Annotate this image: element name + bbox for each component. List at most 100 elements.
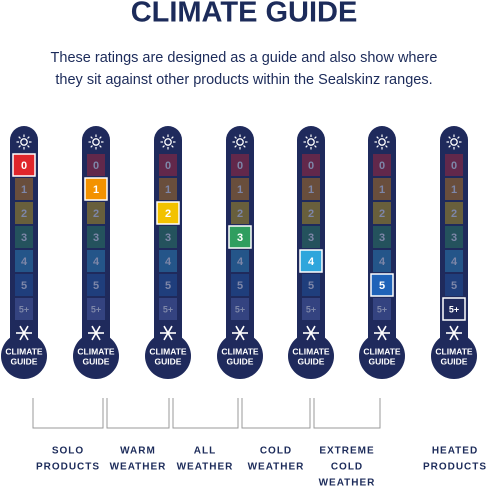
rating-cell-active (84, 177, 108, 201)
bulb (288, 333, 334, 379)
sun-ray (243, 145, 246, 148)
sun-ray (171, 136, 174, 139)
sun-ray (314, 145, 317, 148)
rating-cell (445, 154, 463, 176)
bulb-label: CLIMATE (77, 346, 114, 356)
sun-ray (457, 136, 460, 139)
rating-label: 4 (93, 256, 100, 268)
rating-label: 4 (308, 256, 315, 268)
rating-cell (15, 274, 33, 296)
rating-label: 5 (21, 280, 27, 292)
snowflake (163, 325, 173, 341)
sun-ray (27, 136, 30, 139)
rating-cell (445, 226, 463, 248)
rating-label: 5+ (306, 304, 316, 314)
rating-label: 0 (165, 160, 171, 172)
bulb-label: CLIMATE (221, 346, 258, 356)
sun-ray (234, 145, 237, 148)
bulb (359, 333, 405, 379)
rating-label: 2 (165, 208, 171, 220)
bulb-label: GUIDE (441, 356, 468, 366)
snowflake (449, 325, 459, 341)
tube (297, 126, 325, 340)
rating-cell (373, 250, 391, 272)
rating-label: 2 (21, 208, 27, 220)
bulb-label: GUIDE (227, 356, 254, 366)
sun-ray (457, 145, 460, 148)
rating-label: 0 (237, 160, 243, 172)
rating-cell (159, 298, 177, 320)
sun-ray (99, 145, 102, 148)
category-label: HEATED (432, 446, 478, 457)
tube (154, 126, 182, 340)
bulb-label: CLIMATE (363, 346, 400, 356)
rating-cell (159, 250, 177, 272)
rating-cell (445, 178, 463, 200)
category-label: SOLO (52, 446, 84, 457)
rating-label: 1 (93, 184, 99, 196)
sun-ray (90, 136, 93, 139)
rating-cell (231, 154, 249, 176)
rating-cell (302, 202, 320, 224)
sun-icon (20, 138, 28, 146)
snowflake (377, 325, 387, 341)
rating-cell (373, 154, 391, 176)
subtitle: they sit against other products within t… (55, 72, 432, 88)
sun-ray (162, 136, 165, 139)
rating-label: 1 (21, 184, 27, 196)
sun-ray (90, 145, 93, 148)
sun-icon (164, 138, 172, 146)
bulb (1, 333, 47, 379)
rating-cell (87, 154, 105, 176)
rating-cell (15, 226, 33, 248)
sun-icon (378, 138, 386, 146)
rating-label: 1 (451, 184, 457, 196)
rating-cell (231, 250, 249, 272)
rating-cell (373, 298, 391, 320)
rating-label: 2 (237, 208, 243, 220)
rating-label: 5+ (163, 304, 173, 314)
category-label: WEATHER (110, 462, 167, 473)
sun-ray (376, 136, 379, 139)
rating-label: 3 (93, 232, 99, 244)
rating-label: 1 (165, 184, 171, 196)
category-label: WEATHER (177, 462, 234, 473)
rating-cell (373, 202, 391, 224)
rating-cell (15, 178, 33, 200)
sun-ray (27, 145, 30, 148)
category-label: COLD (331, 462, 363, 473)
rating-label: 1 (379, 184, 385, 196)
category-label: ALL (194, 446, 216, 457)
rating-label: 0 (93, 160, 99, 172)
bulb (73, 333, 119, 379)
bulb-label: GUIDE (11, 356, 38, 366)
sun-icon (307, 138, 315, 146)
bulb-label: CLIMATE (149, 346, 186, 356)
rating-cell (87, 202, 105, 224)
category-label: PRODUCTS (36, 462, 100, 473)
rating-label: 0 (379, 160, 385, 172)
category-label: COLD (260, 446, 292, 457)
bulb-label: GUIDE (298, 356, 325, 366)
rating-cell (302, 274, 320, 296)
rating-cell (373, 226, 391, 248)
rating-cell (15, 202, 33, 224)
category-label: EXTREME (319, 446, 374, 457)
category-label: WEATHER (319, 478, 376, 487)
sun-ray (314, 136, 317, 139)
sun-ray (18, 145, 21, 148)
rating-label: 5+ (377, 304, 387, 314)
sun-ray (448, 145, 451, 148)
bulb-label: CLIMATE (292, 346, 329, 356)
rating-cell (445, 274, 463, 296)
rating-cell (87, 298, 105, 320)
sun-ray (448, 136, 451, 139)
category-label: WARM (120, 446, 156, 457)
rating-cell (159, 178, 177, 200)
rating-label: 5+ (449, 304, 459, 314)
bulb (145, 333, 191, 379)
rating-cell (302, 154, 320, 176)
